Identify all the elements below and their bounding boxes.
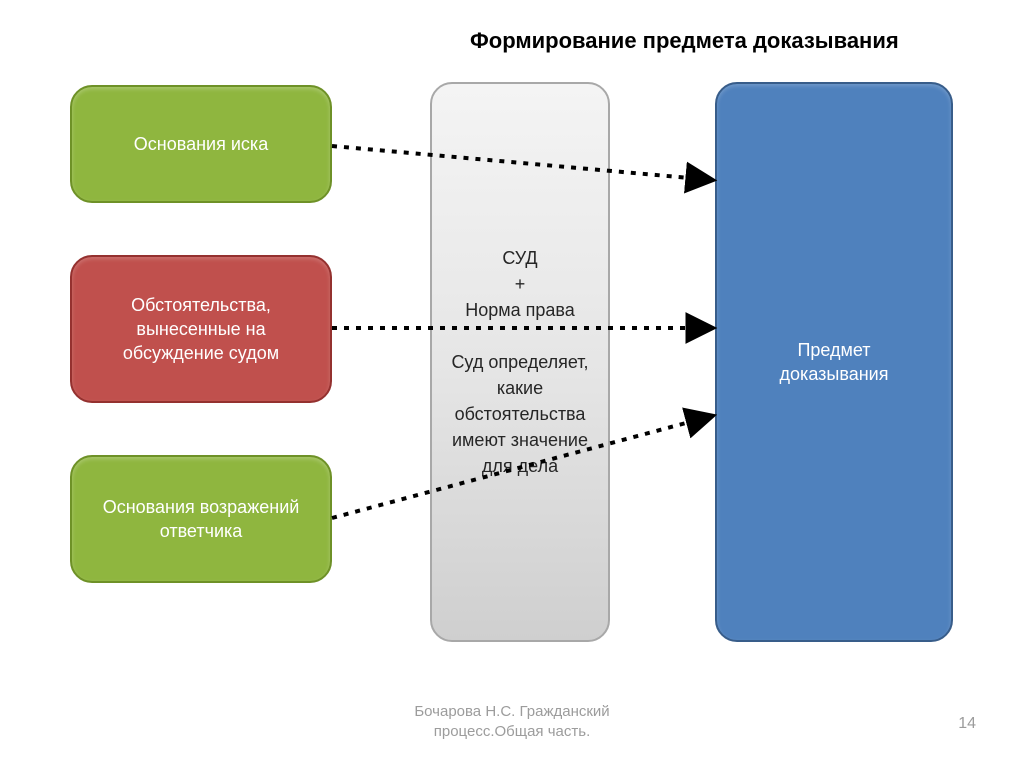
court-line: обстоятельства [455,404,586,424]
court-line: СУД [502,248,537,268]
box-court: СУД + Норма права Суд определяет, какие … [430,82,610,642]
box-grounds-of-claim: Основания иска [70,85,332,203]
court-line: Суд определяет, [451,352,588,372]
slide-title: Формирование предмета доказывания [470,28,899,54]
court-line: для дела [482,456,558,476]
box-subject-of-proof: Предметдоказывания [715,82,953,642]
court-line: имеют значение [452,430,588,450]
court-line: какие [497,378,543,398]
box-label: Обстоятельства,вынесенные наобсуждение с… [123,293,279,366]
slide-canvas: Формирование предмета доказывания Основа… [0,0,1024,767]
slide-footer: Бочарова Н.С. Гражданскийпроцесс.Общая ч… [0,702,1024,741]
page-number: 14 [958,715,976,733]
court-line: + [515,274,526,294]
box-label: Основания иска [134,132,268,156]
box-label: Предметдоказывания [780,338,889,387]
court-line: Норма права [465,300,575,320]
court-text: СУД + Норма права Суд определяет, какие … [451,245,588,480]
box-label: Основания возраженийответчика [103,495,300,544]
box-defendant-objections: Основания возраженийответчика [70,455,332,583]
box-court-circumstances: Обстоятельства,вынесенные наобсуждение с… [70,255,332,403]
